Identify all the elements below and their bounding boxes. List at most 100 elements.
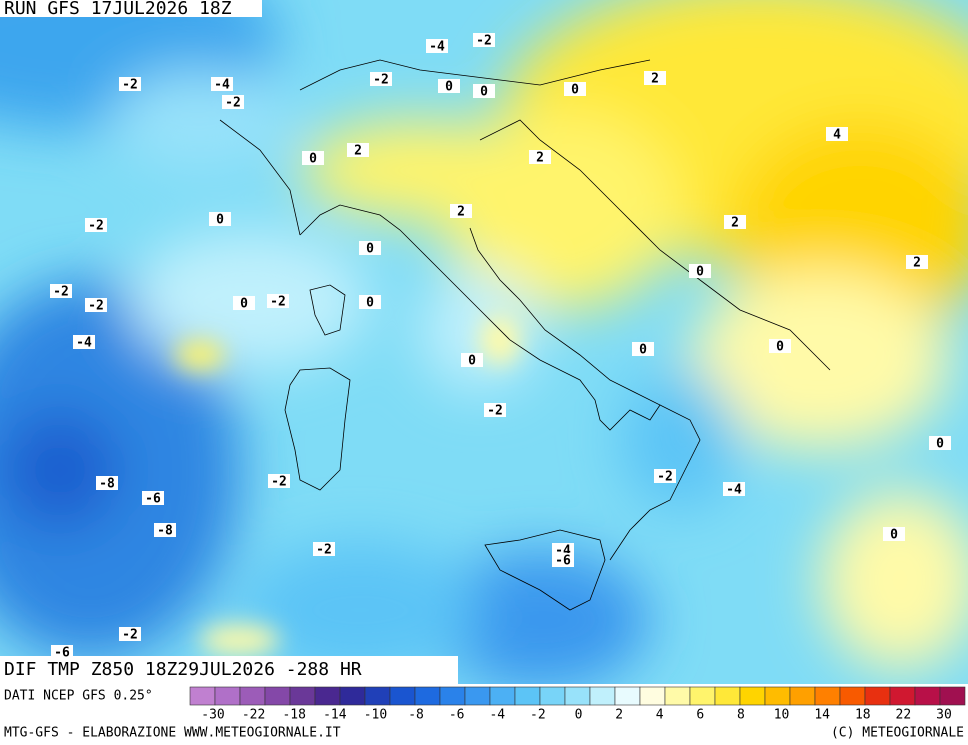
legend-tick-label: -14 — [323, 708, 347, 723]
borders — [219, 59, 831, 611]
contour-label: -2 — [316, 543, 332, 558]
legend-tick-label: -4 — [489, 708, 505, 723]
contour-label: 0 — [639, 343, 647, 358]
label-box — [154, 523, 176, 537]
label-box — [222, 95, 244, 109]
legend-swatch — [639, 686, 666, 706]
contour-label: -2 — [53, 285, 69, 300]
label-box — [552, 553, 574, 567]
legend-swatch — [589, 686, 616, 706]
label-box — [826, 127, 848, 141]
label-box — [119, 77, 141, 91]
legend-swatch — [514, 686, 541, 706]
contour-label: -2 — [657, 470, 673, 485]
data-source: DATI NCEP GFS 0.25° — [4, 689, 153, 704]
label-box — [906, 255, 928, 269]
map-title: DIF TMP Z850 18Z29JUL2026 -288 HR — [4, 659, 362, 680]
contour-label: -2 — [122, 78, 138, 93]
legend-swatch — [564, 686, 591, 706]
label-box — [209, 212, 231, 226]
legend-swatch — [689, 686, 716, 706]
contour-label: -6 — [555, 554, 571, 569]
label-box — [85, 298, 107, 312]
contour-label: -4 — [214, 78, 230, 93]
label-box — [769, 339, 791, 353]
label-box — [313, 542, 335, 556]
legend-tick-label: -10 — [364, 708, 387, 723]
contour-label: -8 — [157, 524, 173, 539]
legend-swatch — [289, 686, 316, 706]
legend-tick-label: -18 — [282, 708, 305, 723]
legend-swatch — [339, 686, 366, 706]
legend-tick-label: 4 — [656, 708, 664, 723]
label-box — [689, 264, 711, 278]
label-box — [654, 469, 676, 483]
label-box — [51, 645, 73, 659]
legend-swatch — [814, 686, 841, 706]
legend-tick-label: 6 — [696, 708, 704, 723]
contour-label: 0 — [571, 83, 579, 98]
legend-tick-label: -8 — [408, 708, 424, 723]
legend-swatch — [239, 686, 266, 706]
label-box — [73, 335, 95, 349]
contour-label: -4 — [429, 40, 445, 55]
label-box — [347, 143, 369, 157]
label-box — [529, 150, 551, 164]
contour-label: -2 — [270, 295, 286, 310]
contour-label: 0 — [936, 437, 944, 452]
legend-tick-label: -30 — [201, 708, 224, 723]
legend-tick-label: 22 — [896, 708, 912, 723]
label-box — [883, 527, 905, 541]
contour-label: 2 — [651, 72, 659, 87]
label-box — [644, 71, 666, 85]
label-box — [211, 77, 233, 91]
label-box — [632, 342, 654, 356]
contour-label: 0 — [696, 265, 704, 280]
contour-label: -2 — [88, 299, 104, 314]
legend-swatch — [889, 686, 916, 706]
legend-tick-label: 30 — [936, 708, 952, 723]
legend-swatch — [439, 686, 466, 706]
contour-label: 0 — [366, 242, 374, 257]
legend-swatch — [614, 686, 641, 706]
label-box — [461, 353, 483, 367]
credit: MTG-GFS - ELABORAZIONE WWW.METEOGIORNALE… — [4, 726, 341, 741]
label-box — [268, 474, 290, 488]
contour-label: -2 — [225, 96, 241, 111]
label-box — [370, 72, 392, 86]
label-box — [564, 82, 586, 96]
contour-label: 2 — [457, 205, 465, 220]
contour-label: -4 — [76, 336, 92, 351]
copyright: (C) METEOGIORNALE — [831, 726, 964, 741]
contour-label: 2 — [913, 256, 921, 271]
contour-label: 0 — [240, 297, 248, 312]
contour-label: 0 — [366, 296, 374, 311]
legend-swatch — [389, 686, 416, 706]
legend-swatch — [264, 686, 291, 706]
run-info: RUN GFS 17JUL2026 18Z — [4, 0, 232, 19]
legend-swatch — [189, 686, 216, 706]
contour-label: -2 — [476, 34, 492, 49]
contour-label: 0 — [776, 340, 784, 355]
legend-swatch — [364, 686, 391, 706]
contour-label: -2 — [271, 475, 287, 490]
label-box — [426, 39, 448, 53]
header-box — [0, 0, 262, 17]
legend-tick-label: 0 — [575, 708, 583, 723]
legend-swatch — [414, 686, 441, 706]
legend-tick-label: 10 — [774, 708, 790, 723]
legend-tick-label: 18 — [855, 708, 871, 723]
legend-swatch — [214, 686, 241, 706]
contour-label: -6 — [145, 492, 161, 507]
legend-swatch — [739, 686, 766, 706]
legend-tick-label: 8 — [737, 708, 745, 723]
label-box — [142, 491, 164, 505]
label-box — [50, 284, 72, 298]
contour-label: -2 — [122, 628, 138, 643]
label-box — [450, 204, 472, 218]
legend-tick-label: 14 — [814, 708, 830, 723]
label-box — [438, 79, 460, 93]
label-box — [929, 436, 951, 450]
contour-label: 0 — [480, 85, 488, 100]
